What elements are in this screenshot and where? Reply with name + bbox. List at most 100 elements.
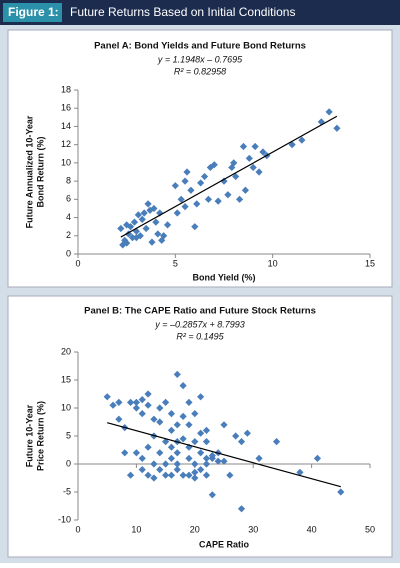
y-tick-label: 10 — [61, 157, 71, 167]
trendline — [120, 115, 338, 238]
point — [162, 398, 170, 406]
y-tick-label: 8 — [66, 175, 71, 185]
panel — [7, 295, 393, 558]
y-tick-label: 0 — [66, 458, 71, 468]
y-tick-label: 10 — [61, 402, 71, 412]
y-tick-label: 4 — [66, 212, 71, 222]
point — [179, 382, 187, 390]
point — [181, 203, 189, 211]
y-axis-label: Future 10-Year — [24, 404, 34, 467]
point — [115, 398, 123, 406]
point — [173, 460, 181, 468]
y-tick-label: 16 — [61, 103, 71, 113]
point — [208, 491, 216, 499]
point — [185, 471, 193, 479]
point — [154, 230, 162, 238]
point — [138, 466, 146, 474]
point — [185, 454, 193, 462]
point — [156, 404, 164, 412]
trendline — [107, 422, 341, 488]
trend-equation: y = –0.2857x + 8.7993 — [154, 319, 245, 329]
point — [138, 410, 146, 418]
point — [167, 426, 176, 434]
point — [156, 449, 164, 457]
y-axis-label: Price Return (%) — [35, 401, 45, 471]
point — [191, 410, 199, 418]
point — [220, 457, 228, 465]
x-tick-label: 10 — [268, 258, 278, 268]
point — [202, 438, 211, 446]
point — [333, 124, 341, 132]
y-tick-label: 15 — [61, 374, 71, 384]
y-axis-label: Bond Return (%) — [35, 137, 45, 208]
point — [202, 454, 211, 462]
point — [177, 195, 185, 203]
y-tick-label: -5 — [63, 486, 71, 496]
point — [187, 186, 195, 194]
y-tick-label: 18 — [61, 84, 71, 94]
point — [197, 179, 205, 187]
point — [191, 223, 199, 231]
point — [296, 468, 304, 476]
y-tick-label: 5 — [66, 430, 71, 440]
point — [191, 460, 199, 468]
point — [142, 224, 150, 233]
r-squared: R² = 0.82958 — [174, 66, 226, 76]
x-tick-label: 10 — [131, 524, 141, 534]
point — [148, 238, 156, 246]
point — [144, 401, 152, 409]
point — [130, 218, 139, 226]
point — [173, 370, 181, 378]
point — [179, 471, 187, 479]
point — [237, 505, 246, 513]
point — [337, 488, 345, 496]
point — [313, 454, 322, 462]
point — [243, 429, 251, 437]
x-tick-label: 40 — [307, 524, 317, 534]
point — [121, 449, 129, 457]
point — [115, 415, 123, 423]
point — [241, 186, 250, 194]
header-label-box — [3, 3, 62, 22]
point — [191, 438, 199, 446]
point — [173, 466, 181, 474]
point — [232, 172, 240, 181]
point — [144, 390, 152, 398]
y-tick-label: 14 — [61, 121, 71, 131]
point — [162, 471, 170, 479]
point — [202, 460, 211, 468]
point — [288, 141, 296, 149]
point — [140, 209, 148, 217]
point — [181, 177, 189, 185]
point — [123, 239, 131, 247]
point — [152, 218, 160, 226]
y-axis-label: Future Annualized 10-Year — [24, 115, 34, 228]
header-label: Figure 1: — [8, 5, 59, 19]
point — [235, 195, 244, 203]
panel — [7, 29, 393, 288]
point — [163, 221, 172, 229]
point — [197, 393, 205, 401]
point — [185, 398, 193, 406]
point — [132, 404, 140, 412]
point — [150, 474, 158, 482]
point — [226, 471, 234, 479]
point — [197, 449, 205, 457]
y-tick-label: -10 — [58, 514, 71, 524]
point — [210, 161, 218, 169]
point — [204, 195, 213, 203]
point — [200, 172, 209, 181]
point — [138, 454, 146, 462]
point — [167, 471, 176, 479]
point — [202, 471, 211, 479]
x-axis-label: CAPE Ratio — [199, 539, 250, 549]
point — [220, 177, 228, 185]
x-tick-label: 0 — [75, 258, 80, 268]
point — [251, 142, 259, 151]
point — [150, 415, 158, 423]
r-squared: R² = 0.1495 — [176, 331, 224, 341]
point — [183, 168, 191, 176]
point — [202, 426, 211, 434]
point — [117, 224, 125, 233]
